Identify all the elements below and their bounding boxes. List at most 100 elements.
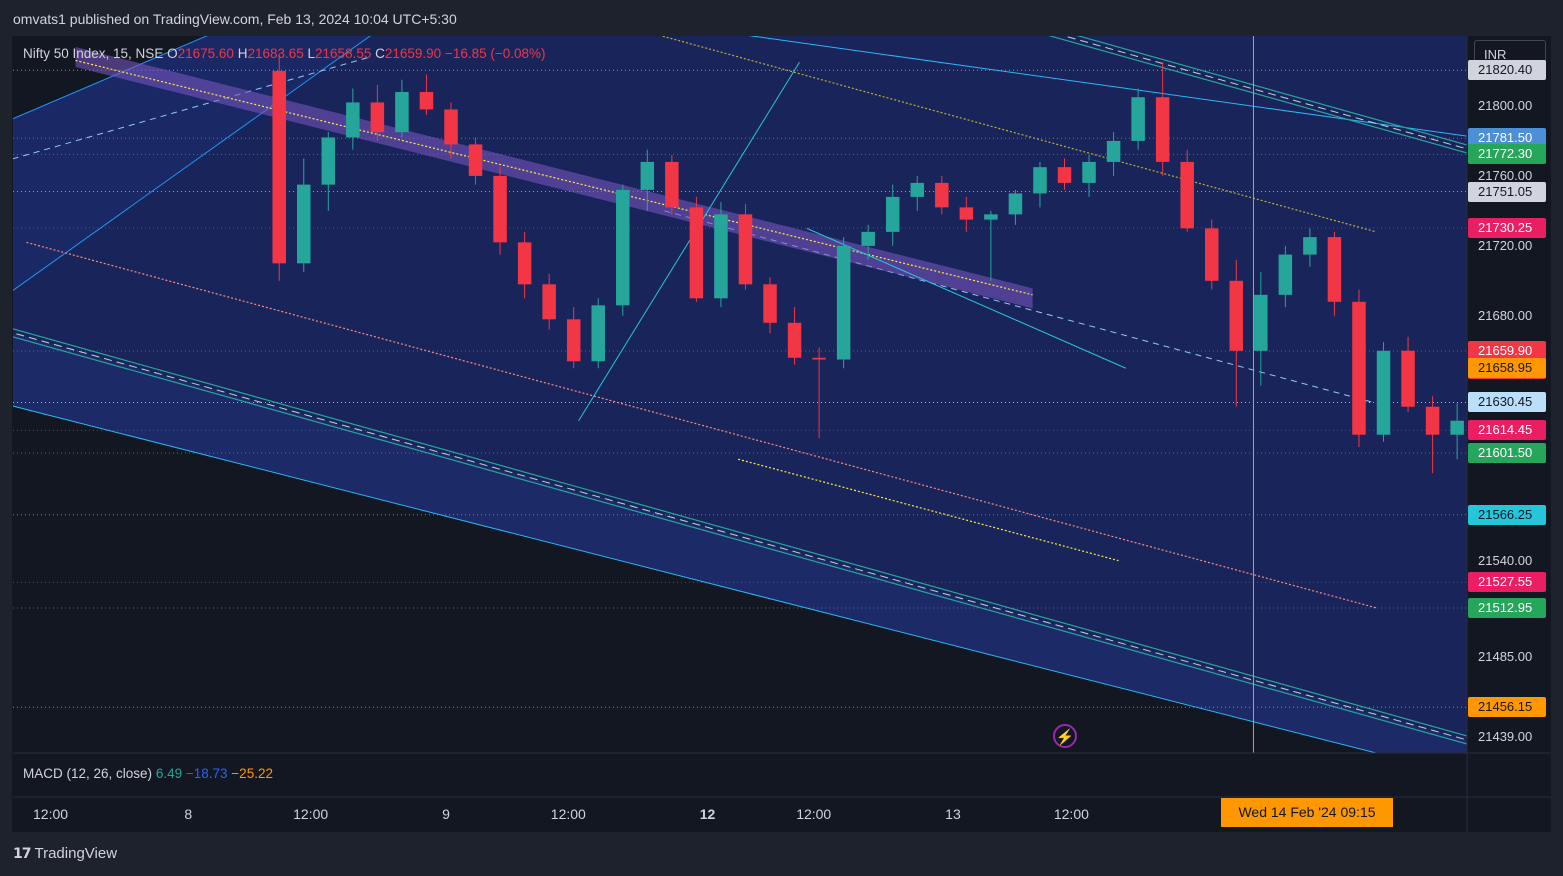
time-tick-label: 12:00 xyxy=(550,806,586,822)
channel-line xyxy=(13,36,371,292)
main-channel-fill xyxy=(13,36,1467,753)
candle-body xyxy=(493,175,507,243)
time-tick-label: 12:00 xyxy=(293,806,329,822)
price-level-label: 21658.95 xyxy=(1468,358,1546,379)
publish-header: omvats1 published on TradingView.com, Fe… xyxy=(0,0,1563,36)
price-level-value: 21730.25 xyxy=(1478,219,1533,235)
symbol-legend: Nifty 50 Index, 15, NSE O21675.60 H21683… xyxy=(23,46,546,61)
price-tick-label: 21800.00 xyxy=(1478,97,1533,113)
candle-body xyxy=(395,91,409,133)
candle-body xyxy=(714,214,728,299)
price-tick-label: 21485.00 xyxy=(1478,648,1533,664)
crosshair-time-badge: Wed 14 Feb '24 09:15 xyxy=(1221,798,1393,827)
price-level-label: 21730.25 xyxy=(1468,217,1546,238)
trend-band-center xyxy=(13,332,1467,741)
high-label: H xyxy=(237,46,248,61)
price-level-value: 21781.50 xyxy=(1478,130,1533,146)
candle-body xyxy=(419,91,434,110)
candle-body xyxy=(1352,301,1366,435)
candle-body xyxy=(1549,386,1562,473)
price-level-label: 21781.50 xyxy=(1468,128,1546,149)
time-tick-label: 13 xyxy=(945,806,961,822)
price-tick-label: 21680.00 xyxy=(1478,307,1533,323)
candle-body xyxy=(1254,294,1268,351)
candle-body xyxy=(542,284,556,320)
tradingview-footer[interactable]: 17 TradingView xyxy=(13,845,117,862)
candle-body xyxy=(1303,237,1317,255)
candle-body xyxy=(321,137,336,185)
candle-body xyxy=(689,207,704,299)
candle-body xyxy=(1327,237,1342,302)
price-tick-label: 21439.00 xyxy=(1478,729,1533,745)
plot-area xyxy=(13,36,1562,753)
lightning-alert-icon[interactable]: ⚡ xyxy=(1053,724,1077,748)
price-level-label: 21527.55 xyxy=(1468,572,1546,593)
candle-body xyxy=(1376,350,1391,435)
candle-body xyxy=(616,189,630,306)
channel-line xyxy=(13,36,208,120)
candle-body xyxy=(297,184,311,264)
price-level-label: 21820.40 xyxy=(1468,60,1546,81)
macd-title: MACD (12, 26, close) xyxy=(23,766,153,781)
candle-body xyxy=(517,242,532,285)
symbol-name[interactable]: Nifty 50 Index, 15, NSE xyxy=(23,46,164,61)
price-level-value: 21456.15 xyxy=(1478,699,1533,715)
price-level-label: 21630.45 xyxy=(1468,392,1546,413)
macd-line-value: 6.49 xyxy=(155,766,183,781)
trend-line xyxy=(806,227,1127,369)
candle-body xyxy=(665,161,679,208)
candle-body xyxy=(984,214,998,220)
open-value: 21675.60 xyxy=(177,46,234,61)
price-level-value: 21601.50 xyxy=(1478,445,1533,461)
low-value: 21658.55 xyxy=(315,46,372,61)
macd-histogram-value: −25.22 xyxy=(231,766,273,781)
high-value: 21683.65 xyxy=(247,46,304,61)
candle-body xyxy=(1106,140,1121,162)
candle-body xyxy=(1204,228,1219,281)
brand-name: TradingView xyxy=(34,845,118,862)
candle-body xyxy=(1131,97,1145,141)
candle-body xyxy=(1082,161,1096,183)
time-tick-label: 9 xyxy=(442,806,450,822)
time-tick-label: 12:00 xyxy=(796,806,832,822)
candle-body xyxy=(346,102,360,138)
candle-body xyxy=(1278,254,1293,295)
price-tick-label: 21540.00 xyxy=(1478,552,1533,568)
candle-body xyxy=(763,284,777,323)
time-tick-label: 12:00 xyxy=(1053,806,1089,822)
price-tick-label: 21720.00 xyxy=(1478,237,1533,253)
price-level-label: 21601.50 xyxy=(1468,443,1546,464)
macd-signal-value: −18.73 xyxy=(185,766,228,781)
price-tick-label: 21760.00 xyxy=(1478,167,1533,183)
candle-body xyxy=(1401,350,1415,407)
trend-line xyxy=(578,61,800,421)
price-level-label: 21772.30 xyxy=(1468,144,1546,165)
price-level-value: 21566.25 xyxy=(1478,506,1533,522)
candle-body xyxy=(444,109,458,145)
candle-body xyxy=(1008,193,1023,215)
candle-body xyxy=(812,357,826,360)
change-value: −16.85 (−0.08%) xyxy=(444,46,546,61)
price-level-value: 21630.45 xyxy=(1478,394,1533,410)
low-label: L xyxy=(307,46,316,61)
candle-body xyxy=(910,182,925,197)
candle-body xyxy=(836,245,851,360)
candle-body xyxy=(861,231,875,246)
price-level-value: 21614.45 xyxy=(1478,422,1533,438)
dotted-trend-line xyxy=(26,241,1377,609)
price-level-label: 21614.45 xyxy=(1468,420,1546,441)
candle-body xyxy=(885,196,900,232)
candle-body xyxy=(370,102,385,133)
candle-body xyxy=(935,182,949,208)
close-value: 21659.90 xyxy=(384,46,442,61)
time-tick-label: 12:00 xyxy=(33,806,69,822)
macd-legend[interactable]: MACD (12, 26, close) 6.49 −18.73 −25.22 xyxy=(23,766,273,781)
published-info: omvats1 published on TradingView.com, Fe… xyxy=(13,11,457,27)
close-label: C xyxy=(375,46,385,61)
candle-body xyxy=(640,161,655,190)
price-level-value: 21658.95 xyxy=(1478,360,1533,376)
lower-channel-fill xyxy=(13,332,1467,753)
dashed-trend-line xyxy=(13,56,371,160)
tradingview-logo-icon: 17 xyxy=(13,846,32,862)
